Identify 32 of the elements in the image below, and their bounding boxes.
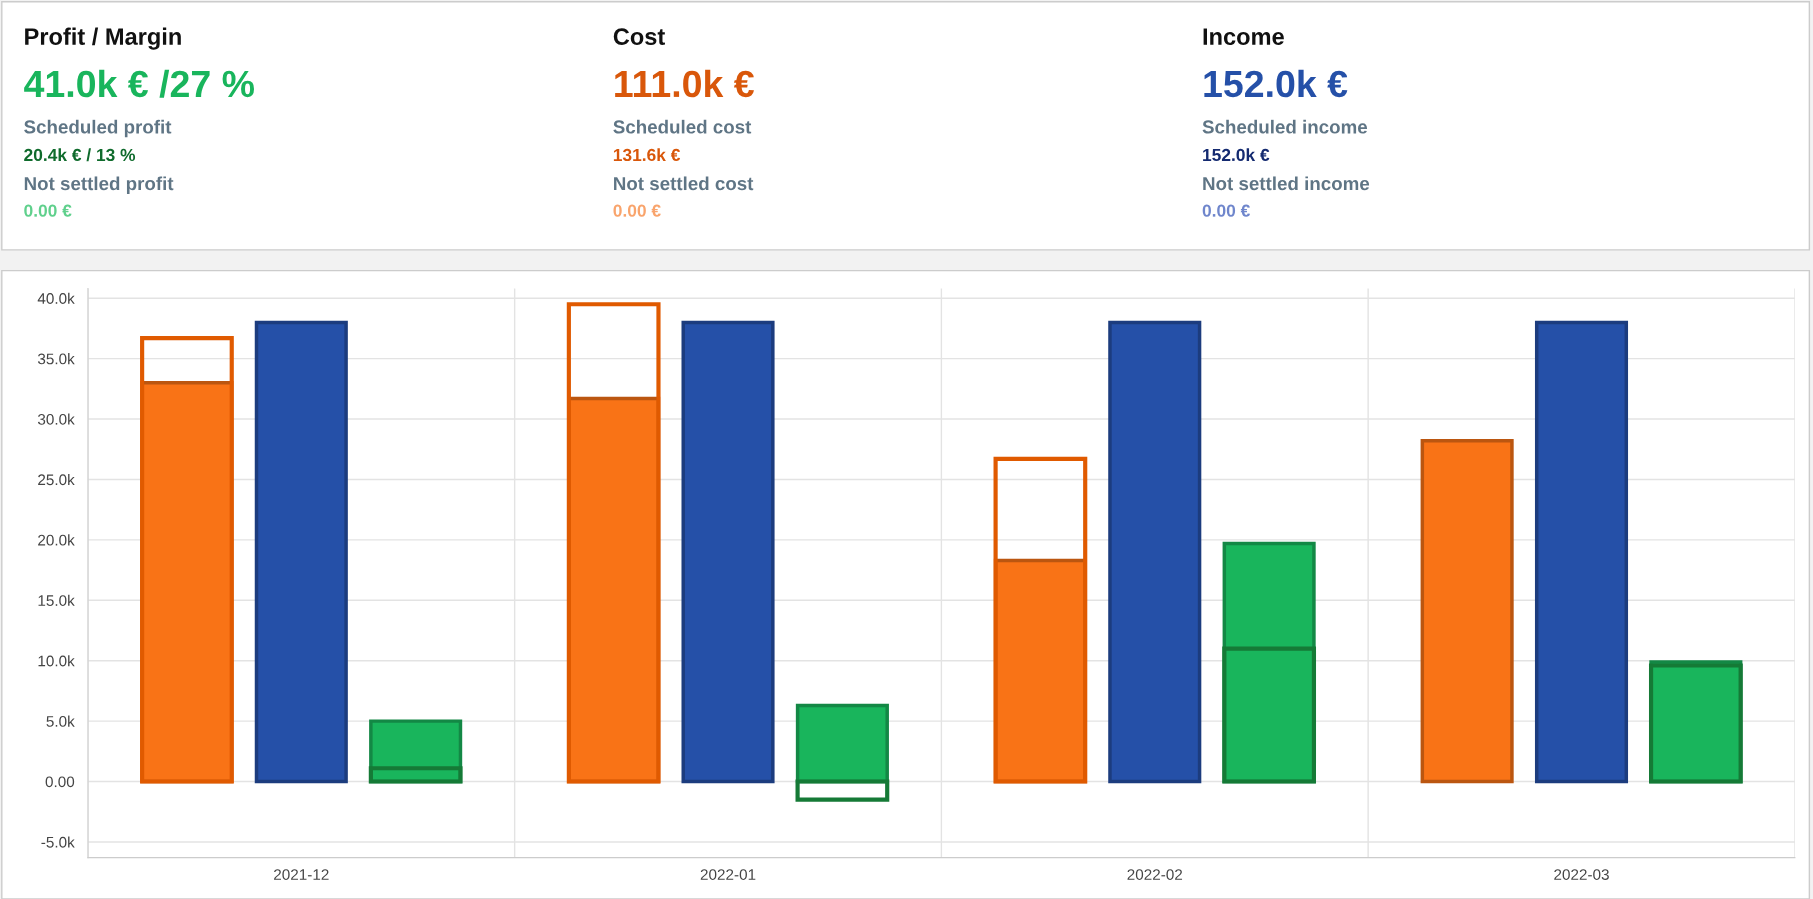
y-tick-label: 30.0k [37,413,75,425]
x-tick-label: 2022-03 [1554,869,1609,880]
text: Not settled income [1203,176,1370,191]
text: 152.0k € [1204,69,1348,98]
x-tick-label: 2022-02 [1127,869,1183,880]
y-tick-label: 40.0k [37,292,75,304]
text: Scheduled profit [24,119,172,138]
text: 0.00 € [24,204,72,217]
text: Not settled profit [24,176,174,194]
y-tick-label: 35.0k [37,353,75,365]
text: Scheduled income [1202,119,1368,134]
text: 41.0k € /27 % [24,69,255,98]
text: Scheduled cost [613,119,752,134]
text: Not settled cost [614,176,754,191]
text: Cost [613,28,665,45]
y-tick-label: 0.00 [45,776,75,788]
y-tick-label: -5.0k [41,836,75,848]
y-tick-label: 15.0k [38,594,75,606]
text: 111.0k € [615,69,754,98]
y-tick-label: 5.0k [46,715,75,727]
y-tick-label: 25.0k [38,473,75,486]
y-tick-label: 10.0k [38,655,75,667]
text: 0.00 € [613,204,661,217]
text: 20.4k € / 13 % [24,148,136,162]
x-tick-label: 2022-01 [700,869,756,880]
text: 152.0k € [1203,148,1270,162]
text: Profit / Margin [25,27,181,50]
text: 131.6k € [613,148,681,162]
text: 0.00 € [1202,204,1250,217]
text: Income [1203,28,1284,45]
y-tick-label: 20.0k [38,534,75,546]
x-tick-label: 2021-12 [274,869,329,880]
